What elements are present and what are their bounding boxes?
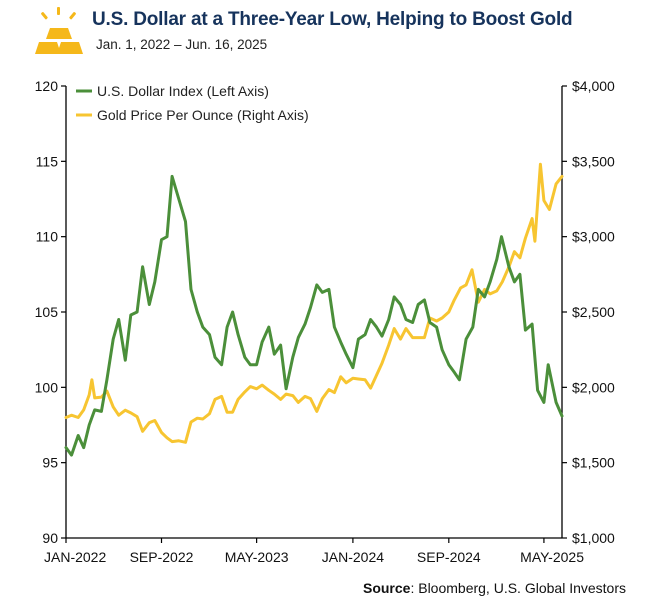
left-tick-label: 100 [35, 379, 59, 395]
source-note: Source: Bloomberg, U.S. Global Investors [363, 580, 626, 596]
series-line-gold-price [64, 162, 564, 444]
source-label: Source [362, 580, 411, 596]
right-axis-ticks: $1,000 $1,500 $2,000 $2,500 $3,000 $3,500 $4,0… [562, 78, 615, 546]
left-axis-ticks: 90 95 100 105 110 115 120 [35, 78, 66, 546]
x-tick-label: JAN-2024 [322, 549, 384, 565]
right-tick-label: $3,000 [572, 229, 615, 245]
left-tick-label: 115 [36, 153, 59, 169]
x-tick-label: MAY-2025 [520, 549, 584, 565]
x-axis-ticks: JAN-2022 SEP-2022 MAY-2023 JAN-2024 SEP-2024… [44, 538, 584, 565]
x-tick-label: SEP-2022 [130, 549, 194, 565]
chart-legend: U.S. Dollar Index (Left Axis) Gold Price… [76, 83, 309, 123]
left-tick-label: 110 [36, 229, 59, 245]
x-tick-label: MAY-2023 [225, 549, 289, 565]
right-tick-label: $1,000 [572, 530, 615, 546]
chart-title: U.S. Dollar at a Three-Year Low, Helping… [92, 9, 573, 30]
series-layer [64, 162, 564, 457]
x-tick-label: SEP-2024 [417, 549, 481, 565]
left-tick-label: 90 [42, 530, 58, 546]
series-line-dollar-index [64, 174, 564, 457]
left-tick-label: 95 [42, 455, 58, 471]
x-tick-label: JAN-2022 [44, 549, 106, 565]
left-tick-label: 105 [35, 304, 59, 320]
right-tick-label: $3,500 [572, 153, 615, 169]
chart-axes [65, 86, 563, 539]
date-range-subtitle: Jan. 1, 2022 – Jun. 16, 2025 [96, 37, 268, 52]
left-tick-label: 120 [35, 78, 59, 94]
right-tick-label: $4,000 [572, 78, 615, 94]
legend-label-gold: Gold Price Per Ounce (Right Axis) [97, 107, 309, 123]
source-text: : Bloomberg, U.S. Global Investors [410, 580, 626, 596]
legend-label-dxy: U.S. Dollar Index (Left Axis) [97, 83, 269, 99]
gold-bars-logo-icon [35, 7, 83, 54]
right-tick-label: $2,000 [572, 379, 615, 395]
right-tick-label: $1,500 [572, 455, 615, 471]
dollar-gold-chart: 90 95 100 105 110 115 120 $1,000 $1,500 $2,000 $2… [35, 78, 615, 565]
chart-header: U.S. Dollar at a Three-Year Low, Helping… [0, 0, 648, 60]
right-tick-label: $2,500 [572, 304, 615, 320]
